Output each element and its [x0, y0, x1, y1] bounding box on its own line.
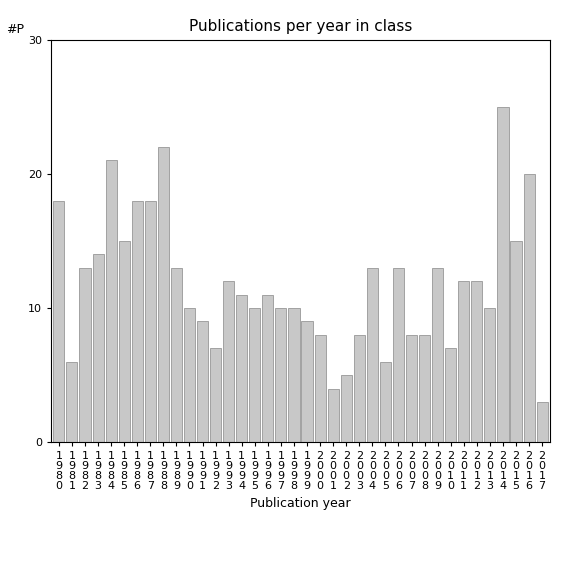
- Bar: [66, 362, 78, 442]
- Bar: [197, 321, 208, 442]
- Bar: [236, 295, 247, 442]
- Bar: [432, 268, 443, 442]
- Bar: [145, 201, 156, 442]
- Bar: [367, 268, 378, 442]
- Bar: [302, 321, 312, 442]
- Bar: [315, 335, 325, 442]
- Bar: [328, 388, 338, 442]
- Bar: [380, 362, 391, 442]
- X-axis label: Publication year: Publication year: [250, 497, 351, 510]
- Bar: [536, 402, 548, 442]
- Text: #P: #P: [6, 23, 24, 36]
- Bar: [171, 268, 182, 442]
- Bar: [184, 308, 195, 442]
- Bar: [210, 348, 221, 442]
- Bar: [406, 335, 417, 442]
- Bar: [263, 295, 273, 442]
- Bar: [419, 335, 430, 442]
- Bar: [393, 268, 404, 442]
- Bar: [53, 201, 65, 442]
- Bar: [132, 201, 143, 442]
- Bar: [471, 281, 483, 442]
- Bar: [497, 107, 509, 442]
- Bar: [289, 308, 299, 442]
- Bar: [484, 308, 496, 442]
- Bar: [223, 281, 234, 442]
- Bar: [92, 255, 104, 442]
- Title: Publications per year in class: Publications per year in class: [189, 19, 412, 35]
- Bar: [79, 268, 91, 442]
- Bar: [249, 308, 260, 442]
- Bar: [158, 147, 169, 442]
- Bar: [510, 241, 522, 442]
- Bar: [445, 348, 456, 442]
- Bar: [341, 375, 352, 442]
- Bar: [276, 308, 286, 442]
- Bar: [354, 335, 365, 442]
- Bar: [119, 241, 130, 442]
- Bar: [105, 160, 117, 442]
- Bar: [523, 174, 535, 442]
- Bar: [458, 281, 469, 442]
